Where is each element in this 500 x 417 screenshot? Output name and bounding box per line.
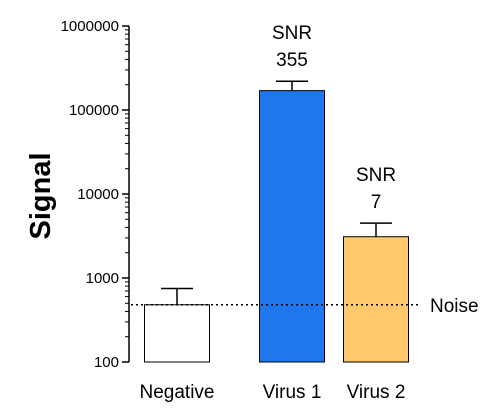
y-axis-title: Signal [25,152,57,239]
snr-annotation-title: SNR [272,23,312,44]
y-tick-label: 100000 [69,102,119,119]
y-tick-label: 1000000 [61,18,119,35]
snr-annotation-title: SNR [356,165,396,186]
bar-negative [144,304,210,363]
snr-annotation-value: 355 [276,50,308,71]
x-category-label: Negative [140,382,215,403]
bar-virus-2 [343,236,409,363]
snr-annotation-value: 7 [371,192,382,213]
bar-virus-1 [259,90,325,363]
plot-area: 1000000 100000 10000 1000 100 Negative Virus 1… [61,18,479,403]
noise-reference-label: Noise [430,296,479,317]
x-category-label: Virus 2 [347,382,406,403]
y-tick-label: 10000 [77,186,119,203]
y-tick-label: 100 [94,354,119,371]
y-tick-label: 1000 [86,270,119,287]
x-category-label: Virus 1 [263,382,322,403]
